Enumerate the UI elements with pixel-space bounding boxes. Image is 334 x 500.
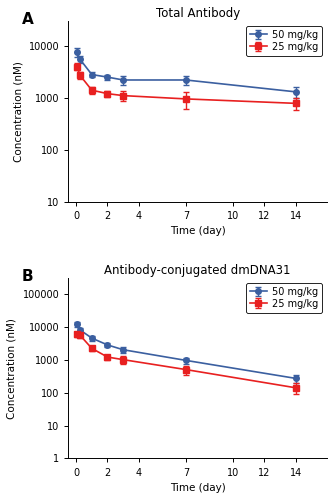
Legend: 50 mg/kg, 25 mg/kg: 50 mg/kg, 25 mg/kg (246, 283, 322, 312)
Title: Antibody-conjugated dmDNA31: Antibody-conjugated dmDNA31 (105, 264, 291, 277)
Text: B: B (22, 269, 33, 284)
X-axis label: Time (day): Time (day) (170, 483, 225, 493)
Y-axis label: Concentration (nM): Concentration (nM) (13, 61, 23, 162)
Y-axis label: Concentration (nM): Concentration (nM) (7, 318, 17, 418)
Title: Total Antibody: Total Antibody (156, 7, 240, 20)
Text: A: A (22, 12, 33, 27)
X-axis label: Time (day): Time (day) (170, 226, 225, 236)
Legend: 50 mg/kg, 25 mg/kg: 50 mg/kg, 25 mg/kg (246, 26, 322, 56)
